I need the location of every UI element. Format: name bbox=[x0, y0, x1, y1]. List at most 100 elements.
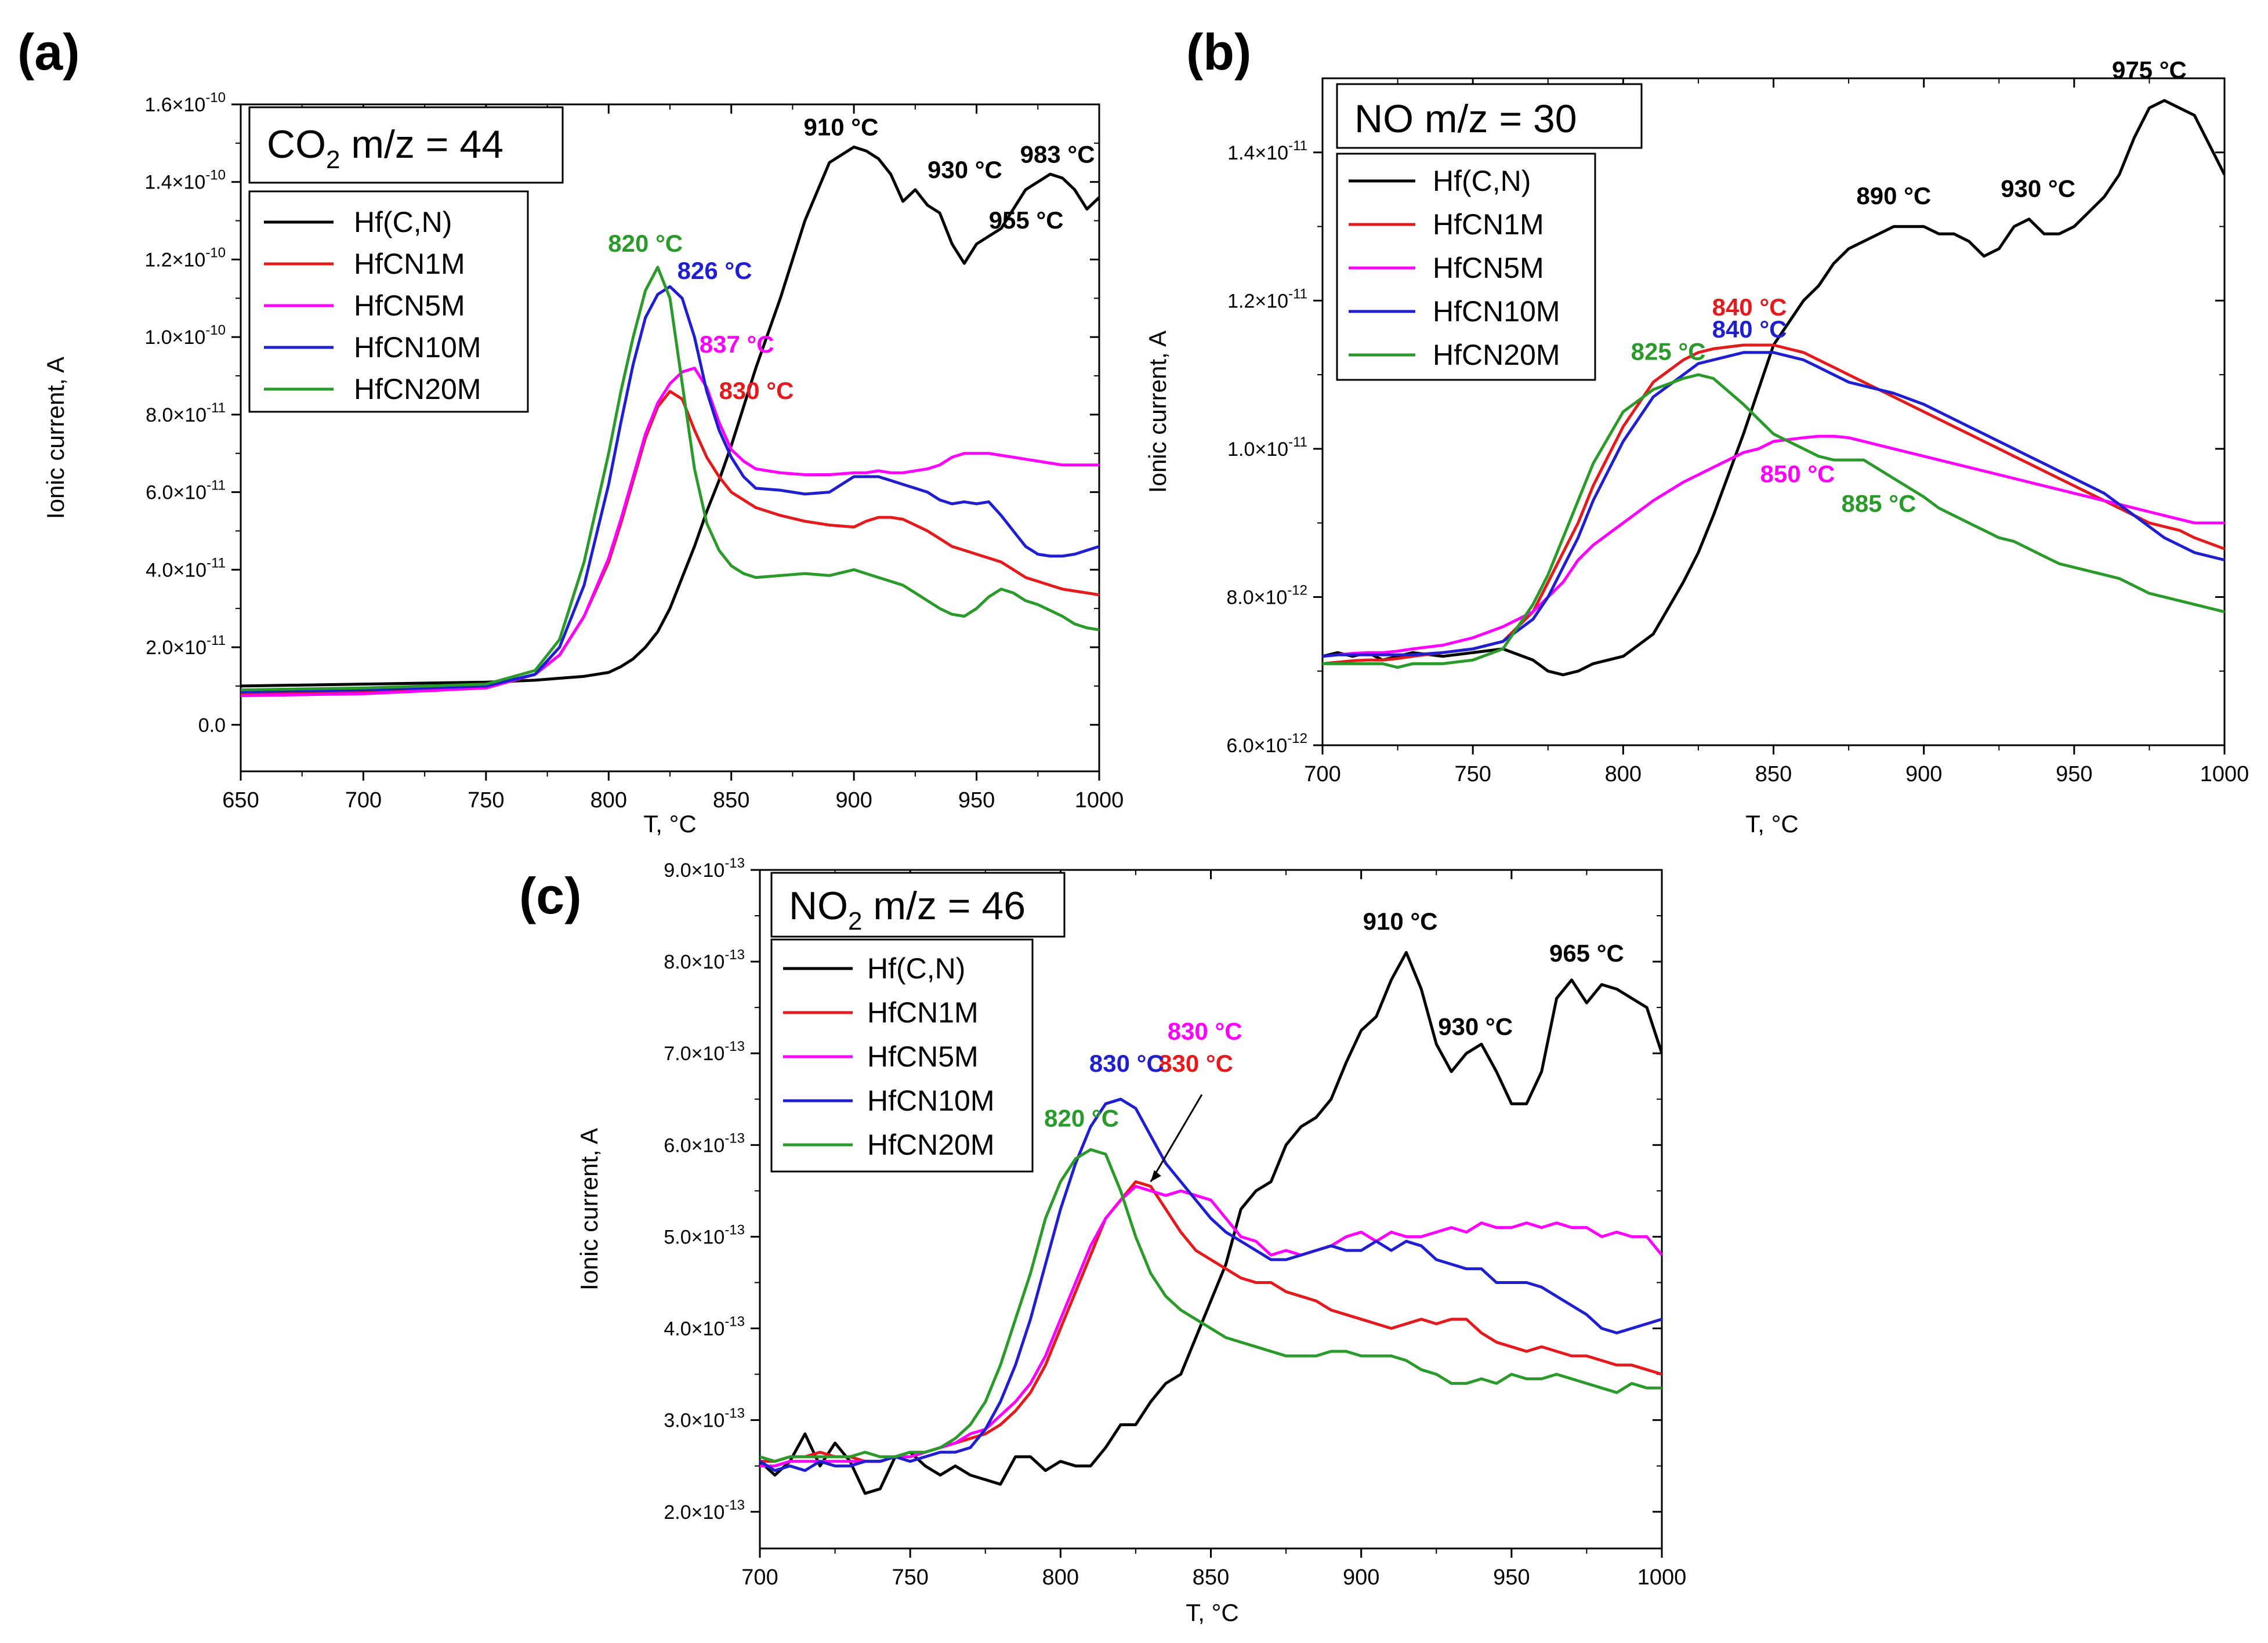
y-tick-label: 1.4×10-10 bbox=[144, 168, 226, 194]
series-line-hfcn10m bbox=[241, 285, 1099, 694]
x-tick-label: 850 bbox=[713, 788, 749, 813]
y-tick-label: 1.0×10-10 bbox=[144, 322, 226, 349]
series-line-hfcn20m bbox=[760, 1148, 1662, 1463]
chart-panel-1: (a) 650 700 750 800 850 900 950 1000 0.0 2.0×10-11… bbox=[17, 23, 1124, 837]
chart-title: NO m/z = 30 bbox=[1354, 97, 1577, 141]
panel-letter: (c) bbox=[519, 867, 582, 924]
x-tick-label: 950 bbox=[1493, 1565, 1530, 1590]
peak-annotation: 850 °C bbox=[1760, 460, 1835, 487]
x-tick-label: 800 bbox=[1605, 762, 1642, 786]
chart-panel-2: (b) 700 750 800 850 900 950 1000 6.0×10-12 8.0×10… bbox=[1144, 23, 2249, 837]
legend-entry-label: HfCN5M bbox=[354, 289, 465, 322]
legend-entry-label: HfCN20M bbox=[1433, 339, 1560, 371]
legend-entry-label: HfCN20M bbox=[867, 1129, 994, 1161]
series-line-hfcn20m bbox=[241, 266, 1099, 692]
series-line-hfcn10m bbox=[760, 1097, 1662, 1472]
x-tick-label: 1000 bbox=[1075, 788, 1124, 813]
y-tick-label: 4.0×10-13 bbox=[664, 1314, 745, 1340]
y-tick-label: 8.0×10-12 bbox=[1226, 582, 1307, 608]
y-tick-label: 6.0×10-12 bbox=[1226, 731, 1307, 757]
x-tick-label: 900 bbox=[1343, 1565, 1379, 1590]
peak-annotation: 965 °C bbox=[1549, 940, 1624, 967]
annotation-arrow bbox=[1150, 1094, 1203, 1183]
x-tick-label: 750 bbox=[892, 1565, 928, 1590]
y-tick-label: 3.0×10-13 bbox=[664, 1406, 745, 1432]
series-line-hf-c-n- bbox=[1323, 99, 2224, 677]
panel-letter: (b) bbox=[1186, 23, 1251, 81]
x-tick-label: 750 bbox=[1454, 762, 1491, 786]
peak-annotation: 930 °C bbox=[928, 156, 1002, 183]
x-tick-label: 900 bbox=[835, 788, 872, 813]
y-tick-label: 2.0×10-13 bbox=[664, 1497, 745, 1524]
peak-annotation: 910 °C bbox=[804, 113, 879, 140]
chart-title-box bbox=[770, 872, 1066, 938]
legend-entry-label: HfCN10M bbox=[1433, 295, 1560, 328]
y-tick-label: 1.2×10-11 bbox=[1227, 286, 1307, 312]
chart-panel-3: (c) 700 750 800 850 900 950 1000 2.0×10-13 3.0×10… bbox=[519, 855, 1686, 1626]
x-tick-label: 800 bbox=[590, 788, 627, 813]
x-axis-title: T, °C bbox=[1186, 1599, 1238, 1626]
y-axis-title: Ionic current, A bbox=[1144, 331, 1171, 493]
y-tick-label: 6.0×10-13 bbox=[664, 1130, 745, 1156]
x-tick-label: 850 bbox=[1193, 1565, 1229, 1590]
legend-entry-label: HfCN1M bbox=[867, 996, 979, 1029]
legend-entry-label: HfCN1M bbox=[354, 248, 465, 280]
x-tick-label: 1000 bbox=[2200, 762, 2249, 786]
series-line-hfcn5m bbox=[1323, 434, 2224, 658]
peak-annotation: 840 °C bbox=[1712, 293, 1787, 321]
x-tick-label: 1000 bbox=[1637, 1565, 1687, 1590]
y-axis-title: Ionic current, A bbox=[575, 1128, 603, 1290]
peak-annotation: 830 °C bbox=[719, 377, 794, 404]
peak-annotation: 955 °C bbox=[989, 206, 1064, 234]
y-tick-label: 1.4×10-11 bbox=[1227, 138, 1307, 164]
y-tick-label: 0.0 bbox=[198, 714, 226, 737]
legend-entry-label: Hf(C,N) bbox=[354, 206, 452, 238]
y-tick-label: 7.0×10-13 bbox=[664, 1039, 745, 1065]
x-axis-title: T, °C bbox=[643, 810, 696, 837]
peak-annotation: 975 °C bbox=[2112, 56, 2187, 84]
chart-title-box bbox=[1336, 83, 1643, 149]
x-tick-label: 800 bbox=[1042, 1565, 1079, 1590]
legend-entry-label: HfCN20M bbox=[354, 373, 481, 405]
y-tick-label: 1.2×10-10 bbox=[144, 245, 226, 271]
series-line-hfcn10m bbox=[1323, 351, 2224, 658]
y-axis-title: Ionic current, A bbox=[42, 357, 69, 519]
x-tick-label: 700 bbox=[741, 1565, 778, 1590]
y-tick-label: 2.0×10-11 bbox=[146, 633, 226, 659]
series-line-hfcn1m bbox=[1323, 343, 2224, 665]
series-line-hfcn5m bbox=[241, 367, 1099, 698]
peak-annotation: 826 °C bbox=[677, 257, 752, 284]
series-line-hfcn5m bbox=[760, 1185, 1662, 1468]
panel-letter: (a) bbox=[17, 23, 80, 81]
legend-entry-label: HfCN5M bbox=[1433, 252, 1544, 284]
y-tick-label: 5.0×10-13 bbox=[664, 1222, 745, 1248]
chart-title-box bbox=[248, 106, 564, 184]
peak-annotation: 885 °C bbox=[1841, 490, 1916, 517]
x-tick-label: 900 bbox=[1905, 762, 1942, 786]
peak-annotation: 837 °C bbox=[700, 331, 774, 358]
peak-annotation: 830 °C bbox=[1168, 1018, 1242, 1045]
series-line-hfcn1m bbox=[241, 390, 1099, 695]
peak-annotation: 930 °C bbox=[1438, 1013, 1513, 1040]
peak-annotation: 983 °C bbox=[1020, 140, 1095, 168]
legend-entry-label: HfCN1M bbox=[1433, 208, 1544, 241]
y-tick-label: 1.6×10-10 bbox=[144, 90, 226, 116]
peak-annotation: 830 °C bbox=[1158, 1050, 1233, 1077]
x-tick-label: 750 bbox=[468, 788, 504, 813]
peak-annotation: 910 °C bbox=[1363, 908, 1438, 935]
y-tick-label: 8.0×10-13 bbox=[664, 947, 745, 973]
y-tick-label: 1.0×10-11 bbox=[1227, 434, 1307, 460]
legend-entry-label: HfCN10M bbox=[354, 331, 481, 364]
y-tick-label: 6.0×10-11 bbox=[146, 478, 226, 504]
legend-entry-label: HfCN5M bbox=[867, 1040, 979, 1073]
peak-annotation: 830 °C bbox=[1089, 1050, 1164, 1077]
y-tick-label: 8.0×10-11 bbox=[146, 400, 226, 426]
x-tick-label: 700 bbox=[345, 788, 382, 813]
chart-title: CO2 m/z = 44 bbox=[267, 122, 503, 174]
peak-annotation: 930 °C bbox=[2001, 175, 2075, 202]
x-axis-title: T, °C bbox=[1745, 810, 1798, 837]
y-tick-label: 4.0×10-11 bbox=[146, 555, 226, 581]
peak-annotation: 825 °C bbox=[1631, 338, 1706, 365]
legend-entry-label: HfCN10M bbox=[867, 1085, 994, 1117]
legend-box bbox=[248, 190, 529, 413]
